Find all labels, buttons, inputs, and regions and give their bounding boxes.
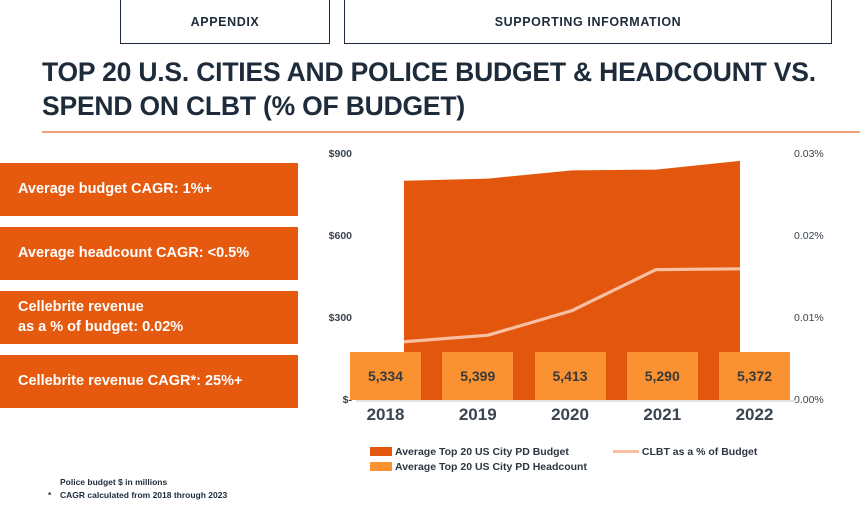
callout-budget-cagr-label: Average budget CAGR: 1%+ xyxy=(18,180,213,197)
tab-supporting-information[interactable]: SUPPORTING INFORMATION xyxy=(344,0,832,44)
legend-item-budget: Average Top 20 US City PD Budget xyxy=(370,446,569,458)
footnote-1-mark xyxy=(48,476,60,489)
footnotes: Police budget $ in millions * CAGR calcu… xyxy=(48,476,227,502)
x-axis-label-2022: 2022 xyxy=(735,405,774,424)
y-axis-left-tick-600: $600 xyxy=(328,230,352,242)
y-axis-right-tick-003: 0.03% xyxy=(794,148,824,160)
page-title: Top 20 U.S. Cities and Police Budget & H… xyxy=(42,57,816,121)
callout-list: Average budget CAGR: 1%+ Average headcou… xyxy=(0,163,298,419)
legend-label-headcount: Average Top 20 US City PD Headcount xyxy=(395,460,587,473)
combo-chart: $900 $600 $300 $- 0.03% 0.02% 0.01% 0.00… xyxy=(300,140,865,490)
headcount-bar-2021: 5,290 xyxy=(626,352,698,400)
footnote-2-mark: * xyxy=(48,489,52,500)
x-axis-label-2019: 2019 xyxy=(458,405,497,424)
y-axis-right-tick-001: 0.01% xyxy=(794,312,824,324)
chart-legend: Average Top 20 US City PD Budget CLBT as… xyxy=(370,444,800,474)
x-axis-baseline xyxy=(356,400,796,402)
legend-item-clbt: CLBT as a % of Budget xyxy=(612,445,758,458)
tab-supporting-information-label: SUPPORTING INFORMATION xyxy=(494,14,682,29)
headcount-bar-2018: 5,334 xyxy=(350,352,421,400)
plot-area xyxy=(362,154,782,400)
headcount-bar-label-2021: 5,290 xyxy=(644,368,680,384)
legend-swatch-headcount-icon xyxy=(370,462,392,471)
budget-area-shape xyxy=(404,160,740,400)
headcount-bar-label-2022: 5,372 xyxy=(736,368,773,384)
headcount-bar-label-2020: 5,413 xyxy=(552,368,588,384)
footnote-1-text: Police budget $ in millions xyxy=(60,477,168,487)
legend-label-clbt: CLBT as a % of Budget xyxy=(641,445,758,458)
callout-headcount-cagr-label: Average headcount CAGR: <0.5% xyxy=(18,244,250,261)
callout-budget-cagr: Average budget CAGR: 1%+ xyxy=(0,163,298,216)
footnote-2-text: CAGR calculated from 2018 through 2023 xyxy=(60,489,228,500)
callout-revenue-percent-budget-line1: Cellebrite revenue xyxy=(18,299,144,316)
headcount-bar-2020: 5,413 xyxy=(534,352,606,400)
tab-appendix-label: APPENDIX xyxy=(190,14,260,29)
x-axis-label-2018: 2018 xyxy=(366,405,405,424)
header-tabs: APPENDIX SUPPORTING INFORMATION xyxy=(120,0,832,44)
y-axis-left-tick-300: $300 xyxy=(328,312,352,324)
headcount-bar-label-2019: 5,399 xyxy=(460,368,496,384)
callout-revenue-percent-budget-line2: as a % of budget: 0.02% xyxy=(18,318,184,335)
y-axis-right-tick-000: 0.00% xyxy=(794,394,824,406)
callout-revenue-cagr: Cellebrite revenue CAGR*: 25%+ xyxy=(0,355,298,408)
y-axis-left: $900 $600 $300 $- xyxy=(300,148,356,406)
headcount-bar-2022: 5,372 xyxy=(719,352,790,400)
headcount-bars: 5,334 5,399 5,413 5,290 5,372 xyxy=(350,352,790,400)
headcount-bar-label-2018: 5,334 xyxy=(367,368,404,384)
title-divider xyxy=(42,131,860,133)
area-and-line-svg xyxy=(403,160,741,400)
legend-item-headcount: Average Top 20 US City PD Headcount xyxy=(370,461,587,473)
callout-revenue-percent-budget: Cellebrite revenue as a % of budget: 0.0… xyxy=(0,291,298,344)
legend-swatch-clbt-line-icon xyxy=(612,450,639,453)
y-axis-left-tick-0: $- xyxy=(342,394,352,406)
y-axis-right-tick-002: 0.02% xyxy=(794,230,824,242)
legend-label-budget: Average Top 20 US City PD Budget xyxy=(395,445,569,458)
y-axis-right: 0.03% 0.02% 0.01% 0.00% xyxy=(786,146,856,408)
x-axis-labels: 2018 2019 2020 2021 2022 xyxy=(350,405,790,425)
callout-revenue-cagr-label: Cellebrite revenue CAGR*: 25%+ xyxy=(18,372,243,389)
x-axis-label-2020: 2020 xyxy=(551,405,589,424)
legend-swatch-budget-icon xyxy=(370,447,392,456)
clbt-line-shape xyxy=(403,267,741,344)
y-axis-left-tick-900: $900 xyxy=(328,148,352,160)
tab-appendix[interactable]: APPENDIX xyxy=(120,0,330,44)
callout-headcount-cagr: Average headcount CAGR: <0.5% xyxy=(0,227,298,280)
x-axis-label-2021: 2021 xyxy=(643,405,682,424)
headcount-bar-2019: 5,399 xyxy=(442,352,514,400)
